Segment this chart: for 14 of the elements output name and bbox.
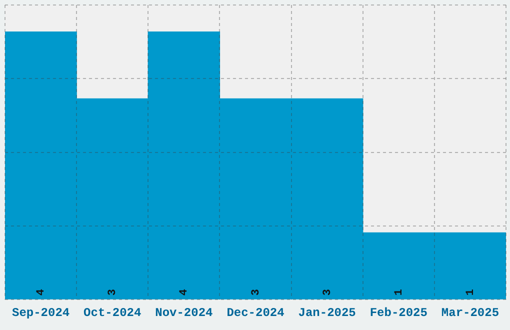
data-label: 3: [322, 288, 334, 296]
data-label: 3: [107, 288, 120, 296]
data-label: 4: [36, 288, 48, 296]
x-tick-label: Dec-2024: [226, 306, 284, 320]
x-tick-label: Sep-2024: [12, 306, 70, 320]
data-label: 1: [464, 288, 477, 296]
data-label: 1: [393, 288, 406, 296]
x-tick-label: Jan-2025: [298, 306, 356, 320]
x-tick-label: Feb-2025: [370, 306, 428, 320]
x-tick-label: Nov-2024: [155, 306, 213, 320]
x-tick-label: Oct-2024: [84, 306, 142, 320]
x-tick-label: Mar-2025: [441, 306, 500, 320]
data-label: 4: [178, 288, 191, 296]
data-label: 3: [250, 288, 262, 296]
